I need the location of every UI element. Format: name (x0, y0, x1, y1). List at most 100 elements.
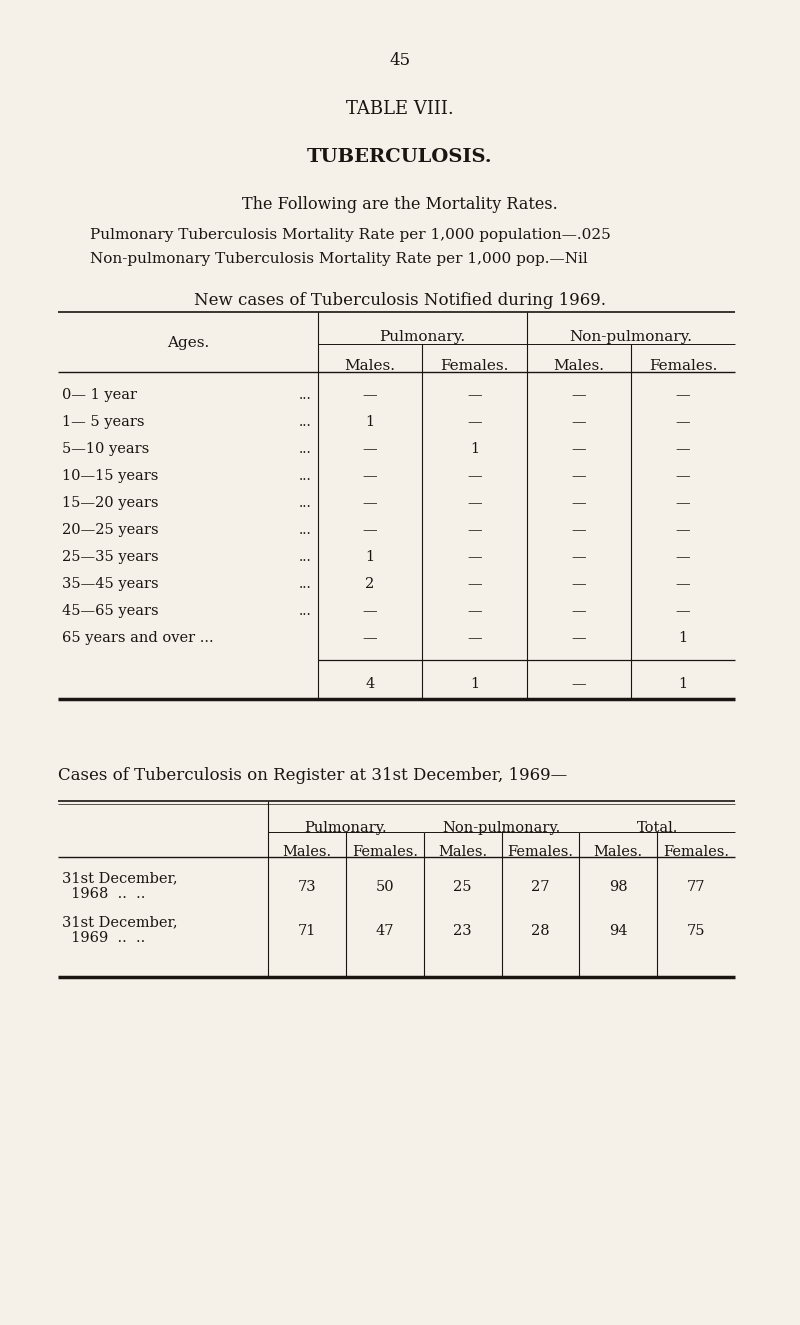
Text: 65 years and over ...: 65 years and over ... (62, 631, 214, 645)
Text: ...: ... (299, 604, 312, 617)
Text: TABLE VIII.: TABLE VIII. (346, 99, 454, 118)
Text: 1: 1 (470, 443, 479, 456)
Text: —: — (467, 604, 482, 617)
Text: —: — (675, 496, 690, 510)
Text: Males.: Males. (553, 359, 604, 374)
Text: Non-pulmonary Tuberculosis Mortality Rate per 1,000 pop.—Nil: Non-pulmonary Tuberculosis Mortality Rat… (90, 252, 588, 266)
Text: —: — (571, 677, 586, 692)
Text: Females.: Females. (352, 845, 418, 859)
Text: —: — (467, 415, 482, 429)
Text: —: — (571, 604, 586, 617)
Text: 50: 50 (375, 880, 394, 894)
Text: 94: 94 (609, 924, 627, 938)
Text: 1969  ..  ..: 1969 .. .. (62, 931, 146, 945)
Text: —: — (363, 604, 378, 617)
Text: —: — (467, 631, 482, 645)
Text: —: — (571, 496, 586, 510)
Text: Males.: Males. (345, 359, 396, 374)
Text: 77: 77 (687, 880, 706, 894)
Text: —: — (675, 576, 690, 591)
Text: —: — (363, 496, 378, 510)
Text: —: — (363, 631, 378, 645)
Text: 47: 47 (375, 924, 394, 938)
Text: —: — (467, 469, 482, 484)
Text: —: — (467, 550, 482, 564)
Text: —: — (363, 469, 378, 484)
Text: ...: ... (299, 469, 312, 484)
Text: —: — (571, 631, 586, 645)
Text: Females.: Females. (649, 359, 717, 374)
Text: Non-pulmonary.: Non-pulmonary. (570, 330, 692, 344)
Text: —: — (675, 604, 690, 617)
Text: —: — (363, 388, 378, 401)
Text: TUBERCULOSIS.: TUBERCULOSIS. (307, 148, 493, 166)
Text: 1: 1 (470, 677, 479, 692)
Text: 10—15 years: 10—15 years (62, 469, 158, 484)
Text: ...: ... (299, 550, 312, 564)
Text: 98: 98 (609, 880, 627, 894)
Text: 23: 23 (454, 924, 472, 938)
Text: Males.: Males. (594, 845, 643, 859)
Text: ...: ... (299, 388, 312, 401)
Text: —: — (467, 576, 482, 591)
Text: 27: 27 (531, 880, 550, 894)
Text: —: — (675, 523, 690, 537)
Text: ...: ... (299, 496, 312, 510)
Text: Pulmonary.: Pulmonary. (305, 822, 387, 835)
Text: —: — (467, 523, 482, 537)
Text: 45: 45 (390, 52, 410, 69)
Text: Females.: Females. (440, 359, 509, 374)
Text: 1968  ..  ..: 1968 .. .. (62, 886, 146, 901)
Text: 25—35 years: 25—35 years (62, 550, 158, 564)
Text: 1: 1 (678, 631, 687, 645)
Text: 2: 2 (366, 576, 374, 591)
Text: 25: 25 (454, 880, 472, 894)
Text: 4: 4 (366, 677, 374, 692)
Text: —: — (571, 550, 586, 564)
Text: Pulmonary.: Pulmonary. (379, 330, 466, 344)
Text: Ages.: Ages. (167, 337, 209, 350)
Text: —: — (467, 496, 482, 510)
Text: 5—10 years: 5—10 years (62, 443, 150, 456)
Text: The Following are the Mortality Rates.: The Following are the Mortality Rates. (242, 196, 558, 213)
Text: 28: 28 (531, 924, 550, 938)
Text: 31st December,: 31st December, (62, 916, 178, 929)
Text: —: — (675, 469, 690, 484)
Text: —: — (571, 576, 586, 591)
Text: ...: ... (299, 576, 312, 591)
Text: Males.: Males. (282, 845, 331, 859)
Text: —: — (571, 469, 586, 484)
Text: Females.: Females. (507, 845, 574, 859)
Text: Non-pulmonary.: Non-pulmonary. (442, 822, 561, 835)
Text: 1: 1 (366, 415, 374, 429)
Text: Pulmonary Tuberculosis Mortality Rate per 1,000 population—.025: Pulmonary Tuberculosis Mortality Rate pe… (90, 228, 610, 242)
Text: ...: ... (299, 523, 312, 537)
Text: 73: 73 (298, 880, 316, 894)
Text: 1: 1 (366, 550, 374, 564)
Text: Cases of Tuberculosis on Register at 31st December, 1969—: Cases of Tuberculosis on Register at 31s… (58, 767, 567, 784)
Text: —: — (363, 443, 378, 456)
Text: —: — (675, 388, 690, 401)
Text: Total.: Total. (637, 822, 678, 835)
Text: —: — (675, 443, 690, 456)
Text: —: — (571, 415, 586, 429)
Text: —: — (363, 523, 378, 537)
Text: —: — (571, 523, 586, 537)
Text: Males.: Males. (438, 845, 487, 859)
Text: —: — (675, 415, 690, 429)
Text: 0— 1 year: 0— 1 year (62, 388, 137, 401)
Text: 75: 75 (687, 924, 706, 938)
Text: ...: ... (299, 443, 312, 456)
Text: ...: ... (299, 415, 312, 429)
Text: New cases of Tuberculosis Notified during 1969.: New cases of Tuberculosis Notified durin… (194, 292, 606, 309)
Text: 1: 1 (678, 677, 687, 692)
Text: 45—65 years: 45—65 years (62, 604, 158, 617)
Text: 20—25 years: 20—25 years (62, 523, 158, 537)
Text: Females.: Females. (663, 845, 729, 859)
Text: —: — (675, 550, 690, 564)
Text: 1— 5 years: 1— 5 years (62, 415, 145, 429)
Text: 31st December,: 31st December, (62, 871, 178, 885)
Text: —: — (467, 388, 482, 401)
Text: —: — (571, 443, 586, 456)
Text: 15—20 years: 15—20 years (62, 496, 158, 510)
